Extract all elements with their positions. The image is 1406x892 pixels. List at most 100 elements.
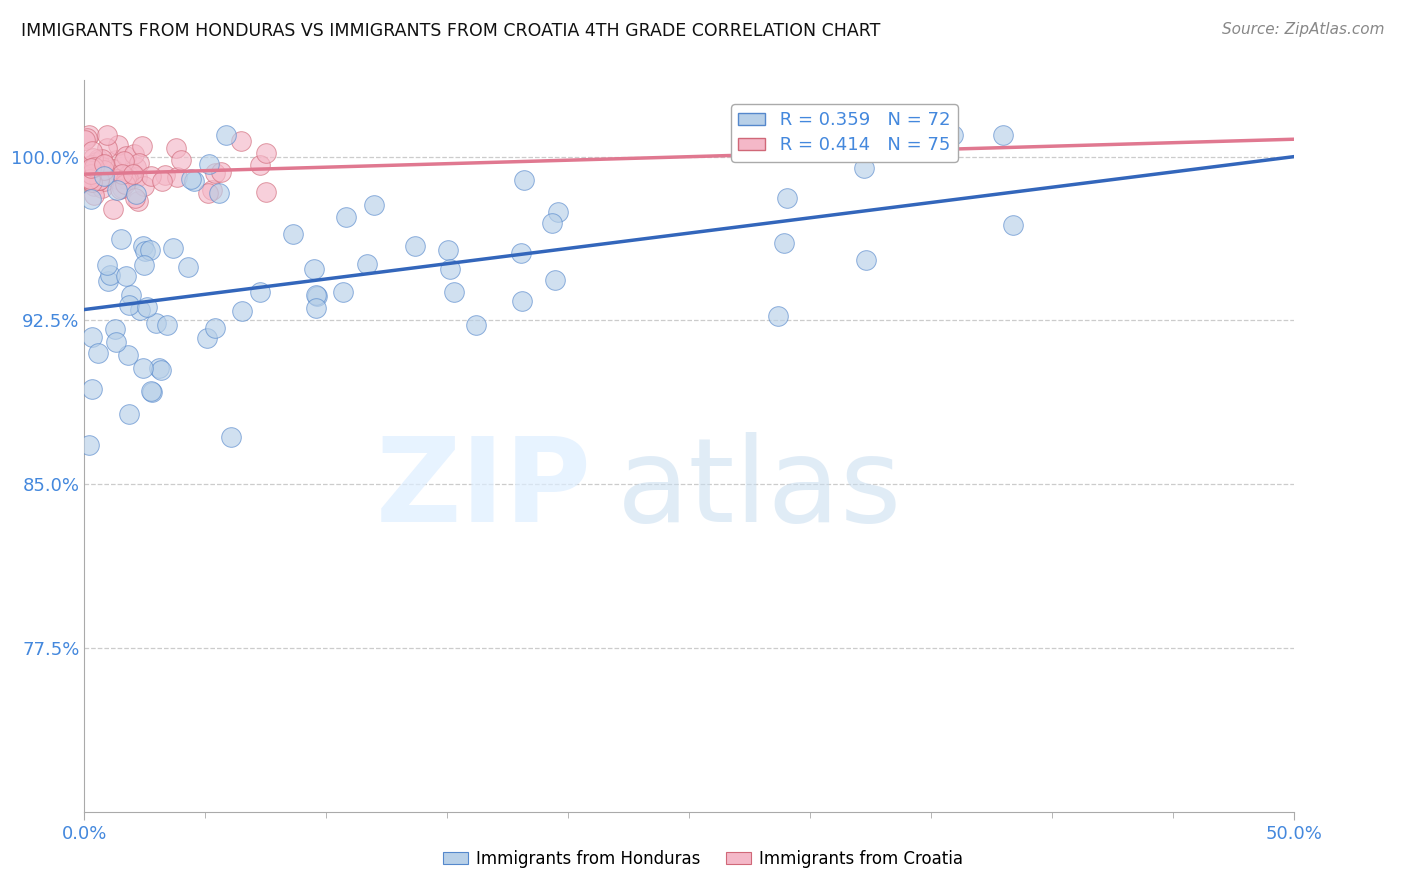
- Point: [87, 173, 110, 187]
- Point: [766, 309, 789, 323]
- Point: [117, 172, 139, 186]
- Point: [128, 156, 150, 170]
- Point: [105, 172, 128, 186]
- Point: [131, 361, 153, 376]
- Point: [120, 164, 142, 178]
- Text: atlas: atlas: [616, 433, 901, 548]
- Point: [82, 158, 104, 172]
- Point: [141, 169, 163, 183]
- Point: [73, 161, 96, 176]
- Point: [776, 191, 799, 205]
- Point: [183, 174, 205, 188]
- Point: [138, 243, 160, 257]
- Point: [283, 227, 305, 242]
- Point: [177, 260, 200, 274]
- Point: [150, 174, 173, 188]
- Point: [83, 188, 105, 202]
- Point: [111, 167, 134, 181]
- Point: [97, 274, 120, 288]
- Point: [104, 334, 127, 349]
- Text: IMMIGRANTS FROM HONDURAS VS IMMIGRANTS FROM CROATIA 4TH GRADE CORRELATION CHART: IMMIGRANTS FROM HONDURAS VS IMMIGRANTS F…: [21, 22, 880, 40]
- Point: [117, 348, 139, 362]
- Point: [118, 298, 141, 312]
- Point: [104, 321, 127, 335]
- Point: [122, 167, 145, 181]
- Point: [110, 231, 132, 245]
- Point: [332, 285, 354, 299]
- Point: [80, 168, 103, 182]
- Point: [195, 330, 218, 344]
- Point: [204, 165, 226, 179]
- Point: [83, 160, 105, 174]
- Point: [136, 301, 159, 315]
- Point: [547, 205, 569, 219]
- Text: ZIP: ZIP: [377, 433, 592, 548]
- Point: [197, 157, 219, 171]
- Point: [80, 382, 103, 396]
- Point: [105, 184, 128, 198]
- Point: [145, 317, 167, 331]
- Point: [201, 183, 224, 197]
- Point: [254, 146, 277, 161]
- Point: [155, 318, 177, 333]
- Point: [115, 268, 138, 283]
- Point: [115, 171, 138, 186]
- Point: [439, 262, 461, 277]
- Point: [108, 182, 131, 196]
- Point: [80, 170, 103, 185]
- Point: [80, 144, 103, 158]
- Point: [93, 169, 115, 183]
- Point: [209, 165, 232, 179]
- Point: [127, 194, 149, 209]
- Point: [76, 130, 98, 145]
- Point: [98, 268, 121, 282]
- Point: [162, 241, 184, 255]
- Point: [231, 304, 253, 318]
- Point: [96, 141, 118, 155]
- Point: [153, 168, 176, 182]
- Point: [509, 245, 531, 260]
- Point: [249, 285, 271, 299]
- Point: [305, 289, 328, 303]
- Point: [83, 179, 105, 194]
- Point: [207, 186, 229, 201]
- Point: [356, 257, 378, 271]
- Point: [125, 186, 148, 201]
- Point: [87, 173, 110, 187]
- Point: [131, 138, 153, 153]
- Point: [96, 128, 118, 142]
- Point: [120, 288, 142, 302]
- Point: [124, 191, 146, 205]
- Point: [114, 177, 136, 191]
- Point: [249, 158, 271, 172]
- Point: [305, 301, 328, 315]
- Point: [544, 273, 567, 287]
- Point: [465, 318, 488, 332]
- Point: [112, 154, 135, 169]
- Point: [117, 168, 139, 182]
- Point: [77, 438, 100, 452]
- Point: [254, 186, 277, 200]
- Point: [1002, 218, 1025, 232]
- Point: [141, 384, 163, 399]
- Point: [510, 294, 533, 309]
- Point: [104, 168, 127, 182]
- Point: [80, 175, 103, 189]
- Point: [335, 210, 357, 224]
- Point: [87, 346, 110, 360]
- Point: [404, 239, 426, 253]
- Point: [93, 173, 115, 187]
- Point: [80, 158, 103, 172]
- Point: [141, 385, 163, 400]
- Point: [122, 147, 145, 161]
- Point: [541, 216, 564, 230]
- Point: [197, 186, 219, 200]
- Point: [84, 155, 107, 169]
- Point: [148, 361, 170, 376]
- Point: [169, 153, 191, 168]
- Point: [73, 133, 96, 147]
- Point: [125, 170, 148, 185]
- Point: [82, 169, 104, 183]
- Point: [93, 157, 115, 171]
- Point: [129, 303, 152, 318]
